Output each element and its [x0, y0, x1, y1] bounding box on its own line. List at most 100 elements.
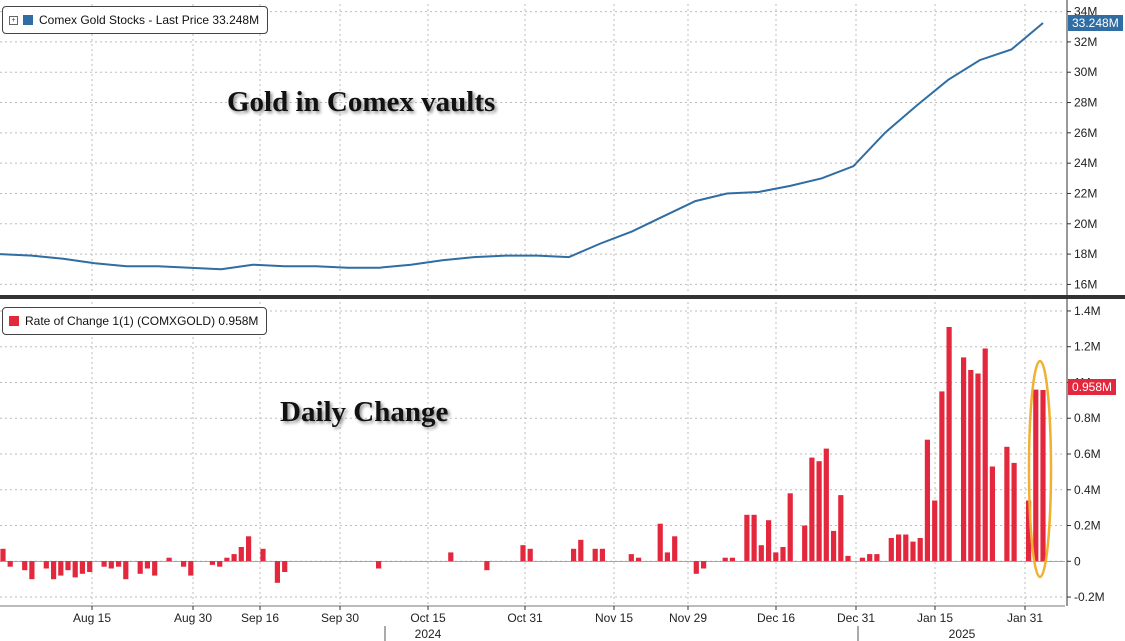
daily-change-bar — [722, 557, 728, 562]
x-tick-label: Oct 15 — [410, 611, 446, 625]
x-tick-label: Sep 16 — [241, 611, 279, 625]
daily-change-bar — [448, 552, 454, 562]
y-tick-label-top: 18M — [1074, 247, 1097, 261]
daily-change-bar — [802, 525, 808, 562]
daily-change-bar — [72, 561, 78, 578]
daily-change-bar — [166, 557, 172, 562]
daily-change-bar — [758, 545, 764, 562]
daily-change-bar — [87, 561, 93, 572]
x-tick-label: Aug 15 — [73, 611, 111, 625]
daily-change-bar — [729, 557, 735, 562]
y-tick-label-top: 16M — [1074, 277, 1097, 291]
y-tick-label-bottom: 0.2M — [1074, 519, 1101, 533]
daily-change-bar — [867, 554, 873, 562]
daily-change-bar — [1011, 462, 1017, 562]
daily-change-bar — [859, 557, 865, 562]
daily-change-bar — [527, 548, 533, 562]
daily-change-bar — [664, 552, 670, 562]
daily-change-bar — [101, 561, 107, 567]
daily-change-bar — [982, 348, 988, 562]
daily-change-bar — [58, 561, 64, 576]
daily-change-bar — [571, 548, 577, 562]
daily-change-bar — [816, 461, 822, 562]
daily-change-bar — [51, 561, 57, 580]
daily-change-bar — [65, 561, 71, 571]
daily-change-bar — [766, 520, 772, 562]
bar-series-swatch — [9, 316, 19, 326]
daily-change-bar — [209, 561, 215, 565]
daily-change-bar — [989, 466, 995, 562]
last-change-tag: 0.958M — [1068, 379, 1117, 395]
x-tick-label: Sep 30 — [321, 611, 359, 625]
daily-change-bar — [7, 561, 13, 567]
daily-change-bar — [657, 523, 663, 562]
daily-change-bar — [896, 534, 902, 562]
top-legend-label: Comex Gold Stocks - Last Price 33.248M — [39, 13, 260, 27]
daily-change-bar — [636, 557, 642, 562]
daily-change-bar — [888, 538, 894, 562]
panel-divider — [0, 295, 1125, 299]
daily-change-bar — [910, 541, 916, 562]
daily-change-bar — [238, 547, 244, 562]
daily-change-bar — [924, 439, 930, 562]
daily-change-bar — [744, 514, 750, 562]
x-tick-label: Oct 31 — [507, 611, 543, 625]
y-tick-label-top: 22M — [1074, 186, 1097, 200]
last-price-tag: 33.248M — [1068, 15, 1123, 31]
daily-change-bar — [823, 448, 829, 562]
y-tick-label-top: 30M — [1074, 65, 1097, 79]
daily-change-bar — [751, 514, 757, 562]
daily-change-bar — [1033, 389, 1039, 562]
y-tick-label-bottom: 0.6M — [1074, 447, 1101, 461]
daily-change-bar — [231, 554, 237, 562]
daily-change-bar — [917, 538, 923, 562]
daily-change-bar — [932, 500, 938, 562]
daily-change-bar — [152, 561, 158, 576]
daily-change-bar — [838, 495, 844, 562]
daily-change-bar — [188, 561, 194, 576]
daily-change-bar — [144, 561, 150, 569]
top-annotation: Gold in Comex vaults — [227, 86, 496, 118]
daily-change-bar — [43, 561, 49, 569]
daily-change-bar — [246, 536, 252, 562]
x-tick-label: Nov 15 — [595, 611, 633, 625]
bottom-legend[interactable]: Rate of Change 1(1) (COMXGOLD) 0.958M — [2, 307, 268, 335]
y-tick-label-bottom: 1.2M — [1074, 340, 1101, 354]
x-tick-label: Jan 31 — [1007, 611, 1043, 625]
daily-change-bar — [773, 552, 779, 562]
daily-change-bar — [845, 555, 851, 562]
daily-change-bar — [599, 548, 605, 562]
daily-change-bar — [0, 548, 6, 562]
daily-change-bar — [874, 554, 880, 562]
y-tick-label-bottom: 1.4M — [1074, 304, 1101, 318]
line-series-swatch — [23, 15, 33, 25]
daily-change-bar — [1004, 446, 1010, 562]
daily-change-bar — [578, 539, 584, 562]
daily-change-bar — [592, 548, 598, 562]
daily-change-bar — [968, 370, 974, 562]
daily-change-bar — [274, 561, 280, 583]
x-year-label: 2024 — [415, 627, 442, 641]
daily-change-bar — [1026, 500, 1032, 562]
daily-change-bar — [79, 561, 85, 574]
y-tick-label-top: 24M — [1074, 156, 1097, 170]
x-tick-label: Jan 15 — [917, 611, 953, 625]
daily-change-bar — [376, 561, 382, 569]
daily-change-bar — [831, 530, 837, 562]
x-tick-label: Dec 31 — [837, 611, 875, 625]
daily-change-bar — [787, 493, 793, 562]
daily-change-bar — [217, 561, 223, 567]
daily-change-bar — [260, 548, 266, 562]
y-tick-label-bottom: -0.2M — [1074, 590, 1105, 604]
y-tick-label-top: 20M — [1074, 217, 1097, 231]
y-tick-label-bottom: 0.8M — [1074, 411, 1101, 425]
y-tick-label-top: 32M — [1074, 35, 1097, 49]
top-legend[interactable]: + Comex Gold Stocks - Last Price 33.248M — [2, 6, 269, 34]
x-tick-label: Aug 30 — [174, 611, 212, 625]
highlight-ellipse — [1027, 359, 1053, 579]
daily-change-bar — [29, 561, 35, 580]
expand-icon[interactable]: + — [9, 15, 18, 25]
daily-change-bar — [137, 561, 143, 574]
daily-change-bar — [903, 534, 909, 562]
